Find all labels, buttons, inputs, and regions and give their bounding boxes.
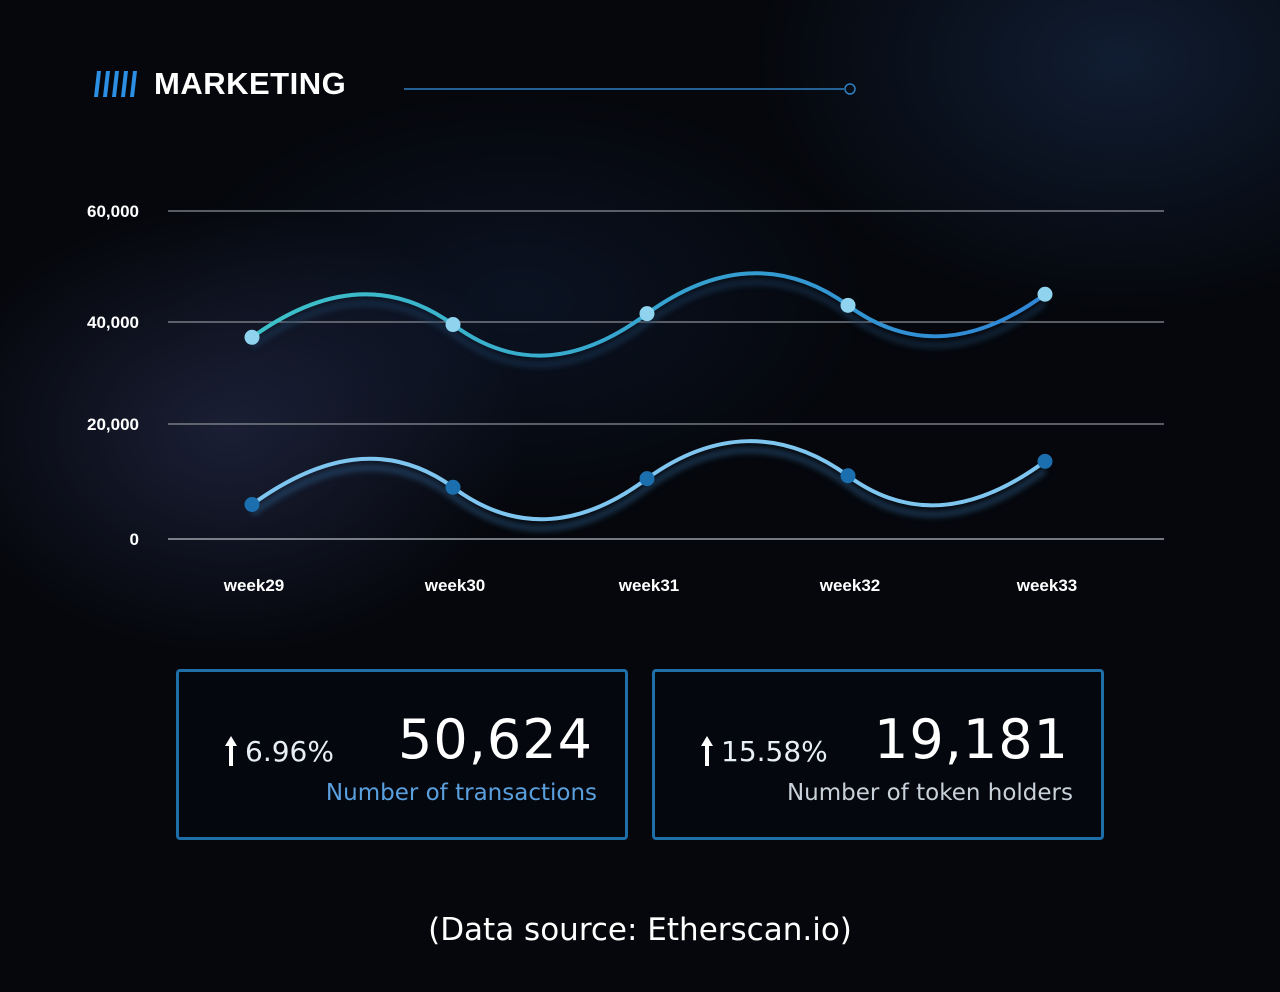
x-tick-label: week29 [223,576,285,595]
data-source-note: (Data source: Etherscan.io) [428,912,852,948]
x-tick-label: week30 [424,576,486,595]
page-title: MARKETING [154,66,347,101]
line-chart: 0 20,000 40,000 60,000 week29 week30 week31 we… [87,202,1164,595]
data-point [1037,286,1053,302]
stat-card-transactions: 6.96% 50,624 Number of transactions [176,669,628,840]
data-point [244,497,260,512]
data-point [639,306,655,322]
x-tick-label: week31 [618,576,680,595]
stat-card-token-holders: 15.58% 19,181 Number of token holders [652,669,1104,840]
data-point [445,317,461,333]
token-holders-count: 19,181 [874,708,1069,771]
change-indicator: 15.58% [699,734,828,768]
data-point [840,468,856,484]
transactions-label: Number of transactions [325,780,597,806]
arrow-up-icon [225,736,237,766]
bars-icon [94,71,137,97]
x-tick-label: week32 [819,576,881,595]
x-tick-label: week33 [1016,576,1078,595]
data-point [840,297,856,313]
change-value: 6.96% [245,734,334,768]
arrow-up-icon [701,736,713,766]
transactions-count: 50,624 [398,708,593,771]
data-point [445,479,461,495]
data-point [639,471,655,487]
y-tick-label: 40,000 [87,313,139,332]
y-tick-label: 60,000 [87,202,139,221]
header: MARKETING [92,64,346,104]
data-point [244,329,260,345]
series-line-shadow [250,447,1047,532]
change-value: 15.58% [721,734,828,768]
y-tick-label: 0 [130,530,139,549]
data-point [1037,453,1053,469]
y-tick-label: 20,000 [87,415,139,434]
change-indicator: 6.96% [223,734,334,768]
series-line-shadow [250,279,1047,368]
header-divider [404,83,856,95]
token-holders-label: Number of token holders [786,780,1073,806]
